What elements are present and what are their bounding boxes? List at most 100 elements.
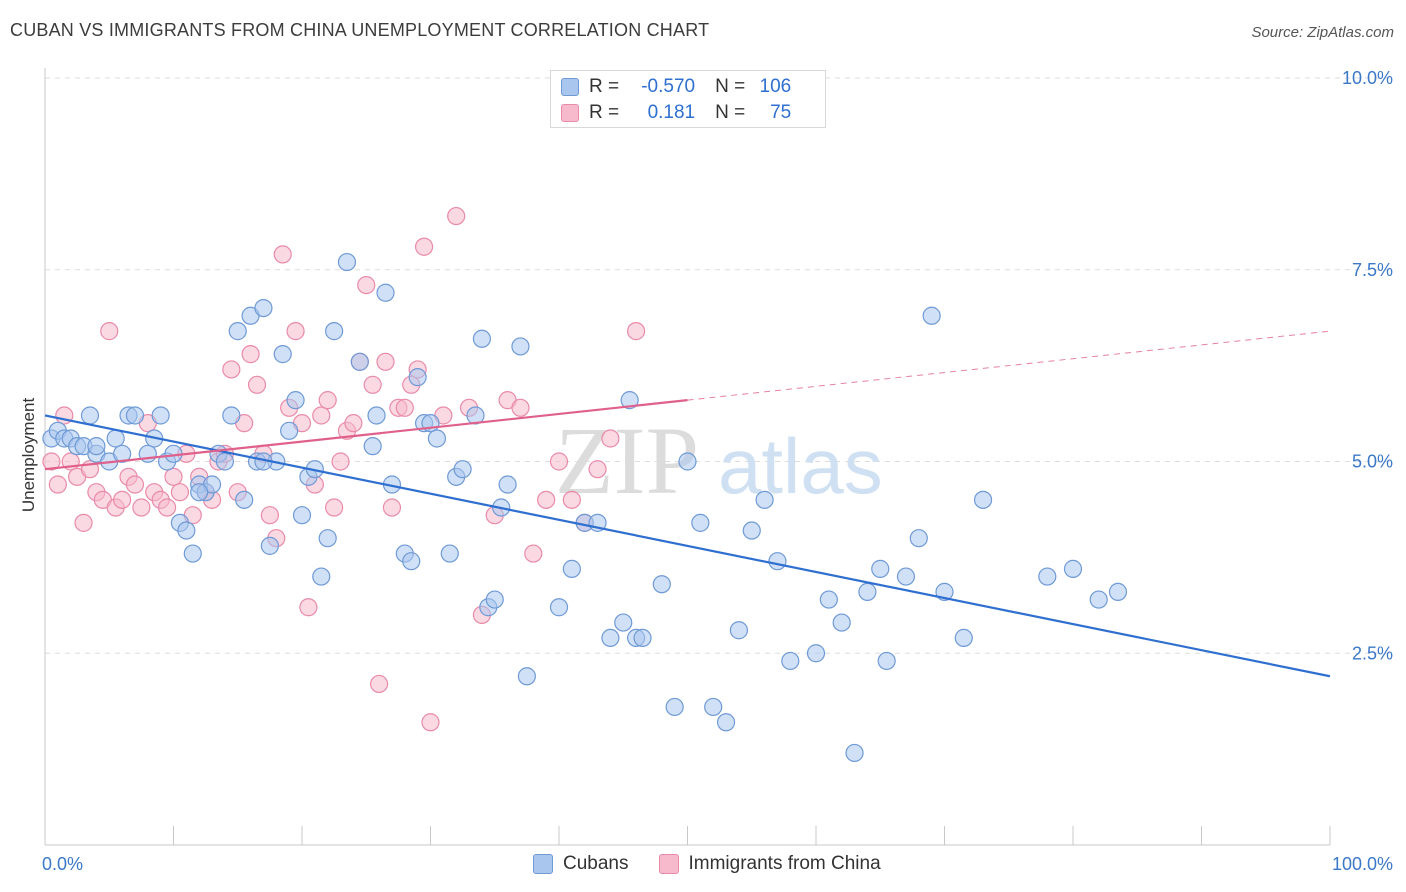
stats-r-label: R =: [589, 102, 620, 123]
cubans-point: [325, 322, 344, 341]
cubans-point: [1038, 567, 1057, 586]
cubans-point: [254, 299, 273, 318]
cubans-point: [376, 283, 395, 302]
cubans-point: [806, 644, 826, 663]
china-point: [376, 352, 395, 371]
cubans-point: [1108, 582, 1128, 601]
cubans-point: [549, 598, 569, 617]
stats-legend: R = -0.570 N = 106 R = 0.181 N = 75: [550, 70, 826, 128]
cubans-point: [954, 628, 973, 648]
china-point: [549, 452, 569, 471]
watermark: ZIP atlas: [555, 407, 883, 514]
china-point: [421, 713, 440, 732]
stats-row-cubans: R = -0.570 N = 106: [561, 75, 791, 99]
cubans-point: [781, 651, 800, 671]
cubans-point: [832, 613, 851, 632]
china-point: [414, 237, 434, 256]
china-point: [273, 245, 292, 264]
x-tick-label: 0.0%: [42, 854, 83, 874]
cubans-point: [871, 559, 890, 578]
chart-title: CUBAN VS IMMIGRANTS FROM CHINA UNEMPLOYM…: [10, 20, 710, 40]
china-trend-line: [44, 399, 688, 471]
trend-lines: [44, 330, 1331, 678]
cubans-point: [517, 667, 536, 686]
cubans-point: [896, 567, 916, 586]
cubans-point: [729, 621, 749, 640]
cubans-point: [877, 651, 896, 671]
cubans-point: [562, 559, 581, 578]
china-point: [125, 475, 145, 494]
cubans-point: [235, 490, 254, 509]
cubans-point: [427, 429, 447, 448]
stats-row-china: R = 0.181 N = 75: [561, 101, 791, 125]
china-points: [42, 206, 646, 732]
cubans-point: [614, 613, 633, 632]
china-trend-extension: [687, 330, 1331, 401]
cubans-point: [190, 483, 209, 502]
china-point: [331, 452, 350, 471]
legend-item-cubans[interactable]: Cubans: [533, 853, 629, 875]
cubans-point: [742, 521, 761, 540]
cubans-point: [1089, 590, 1108, 609]
legend-item-china[interactable]: Immigrants from China: [658, 853, 881, 875]
china-point: [260, 506, 279, 525]
china-point: [626, 322, 646, 341]
cubans-point: [337, 252, 357, 272]
china-point: [299, 598, 318, 617]
cubans-point: [678, 452, 697, 471]
china-point: [382, 498, 402, 517]
china-point: [537, 490, 556, 509]
cubans-point: [408, 368, 427, 387]
china-point: [42, 452, 61, 471]
china-point: [363, 375, 382, 394]
cubans-point: [106, 429, 125, 448]
china-point: [241, 345, 260, 364]
cubans-point: [498, 475, 517, 494]
cubans-point: [273, 345, 292, 364]
cubans-point: [367, 406, 386, 425]
china-point: [601, 429, 620, 448]
cubans-legend-icon: [533, 854, 553, 874]
cubans-point: [472, 329, 491, 348]
cubans-point: [363, 437, 382, 456]
china-point: [357, 275, 376, 295]
china-point: [164, 467, 183, 486]
china-point: [447, 206, 466, 226]
y-tick-label: 7.5%: [1352, 260, 1393, 280]
cubans-point: [768, 552, 787, 571]
cubans-point: [183, 544, 202, 563]
cubans-point: [485, 590, 504, 609]
cubans-point: [440, 544, 459, 563]
stats-n-value: 106: [759, 76, 792, 97]
cubans-point: [112, 444, 132, 463]
china-point: [562, 490, 581, 509]
y-tick-label: 2.5%: [1352, 643, 1393, 663]
y-axis-label: Unemployment: [19, 398, 38, 513]
cubans-point: [260, 536, 279, 555]
stats-r-value: -0.570: [641, 76, 696, 97]
china-point: [74, 513, 93, 532]
cubans-point: [620, 391, 639, 410]
china-point: [247, 375, 267, 394]
cubans-point: [177, 521, 196, 540]
stats-n-value: 75: [770, 102, 792, 123]
bottom-legend: Cubans Immigrants from China: [533, 851, 911, 877]
x-tick-label: 100.0%: [1332, 854, 1393, 874]
china-point: [325, 498, 344, 517]
cubans-point: [973, 490, 993, 509]
china-legend-icon: [658, 854, 679, 874]
china-point: [170, 483, 190, 502]
y-tick-label: 10.0%: [1342, 68, 1393, 88]
cubans-point: [601, 628, 620, 648]
china-point: [395, 398, 414, 417]
cubans-point: [633, 628, 652, 648]
cubans-point: [80, 406, 100, 425]
legend-label: Cubans: [563, 853, 629, 874]
cubans-point: [125, 406, 145, 425]
cubans-point: [922, 306, 941, 325]
china-point: [112, 490, 132, 509]
cubans-point: [318, 529, 337, 548]
china-point: [222, 360, 241, 379]
cubans-point: [87, 437, 106, 456]
